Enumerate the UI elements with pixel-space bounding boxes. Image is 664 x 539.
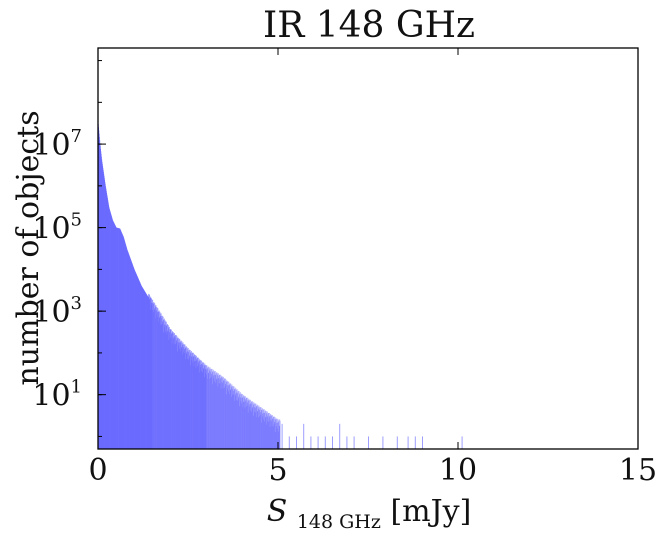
y-tick-exponent: 7: [71, 126, 82, 147]
y-tick-exponent: 1: [71, 377, 82, 398]
y-tick-exponent: 3: [71, 293, 82, 314]
x-axis-label-unit: [mJy]: [390, 494, 471, 529]
y-tick-base: 10: [32, 379, 70, 414]
histogram-bar: [346, 436, 348, 449]
histogram-bar: [279, 420, 281, 449]
histogram-bar: [310, 436, 312, 449]
x-axis-label-subscript: 148 GHz: [297, 511, 381, 533]
y-tick-label: 101: [32, 377, 82, 414]
histogram-bar: [303, 423, 305, 449]
histogram-bar: [461, 436, 463, 449]
histogram-bar: [288, 436, 290, 449]
histogram-bar: [382, 436, 384, 449]
histogram-bar: [396, 436, 398, 449]
histogram-bar: [317, 436, 319, 449]
x-tick-label: 10: [439, 453, 477, 488]
x-ticks: 0 5 10 15: [88, 48, 657, 488]
y-tick-base: 10: [32, 295, 70, 330]
y-tick-base: 10: [32, 212, 70, 247]
x-tick-label: 0: [88, 453, 107, 488]
x-tick-label: 15: [619, 453, 657, 488]
histogram-bar: [407, 436, 409, 449]
histogram-bar: [414, 436, 416, 449]
y-tick-label: 103: [32, 293, 82, 330]
histogram-bar: [281, 423, 283, 449]
histogram-bar: [353, 436, 355, 449]
plot-bars: [98, 124, 463, 450]
histogram-bar: [324, 436, 326, 449]
histogram-bar: [368, 436, 369, 449]
histogram-bar: [422, 436, 423, 449]
x-tick-label: 5: [268, 453, 287, 488]
histogram-bar: [339, 423, 341, 449]
y-tick-base: 10: [32, 128, 70, 163]
y-tick-exponent: 5: [71, 210, 82, 231]
y-tick-label: 107: [32, 126, 82, 163]
x-axis-label-main: S: [267, 494, 288, 529]
y-tick-label: 105: [32, 210, 82, 247]
x-axis-label: S 148 GHz [mJy]: [267, 494, 472, 536]
plot-frame: [97, 47, 639, 450]
y-axis-label: number of objects: [11, 110, 46, 385]
histogram-bar: [296, 436, 297, 449]
chart-title: IR 148 GHz: [263, 5, 475, 46]
histogram-bar: [332, 436, 333, 449]
